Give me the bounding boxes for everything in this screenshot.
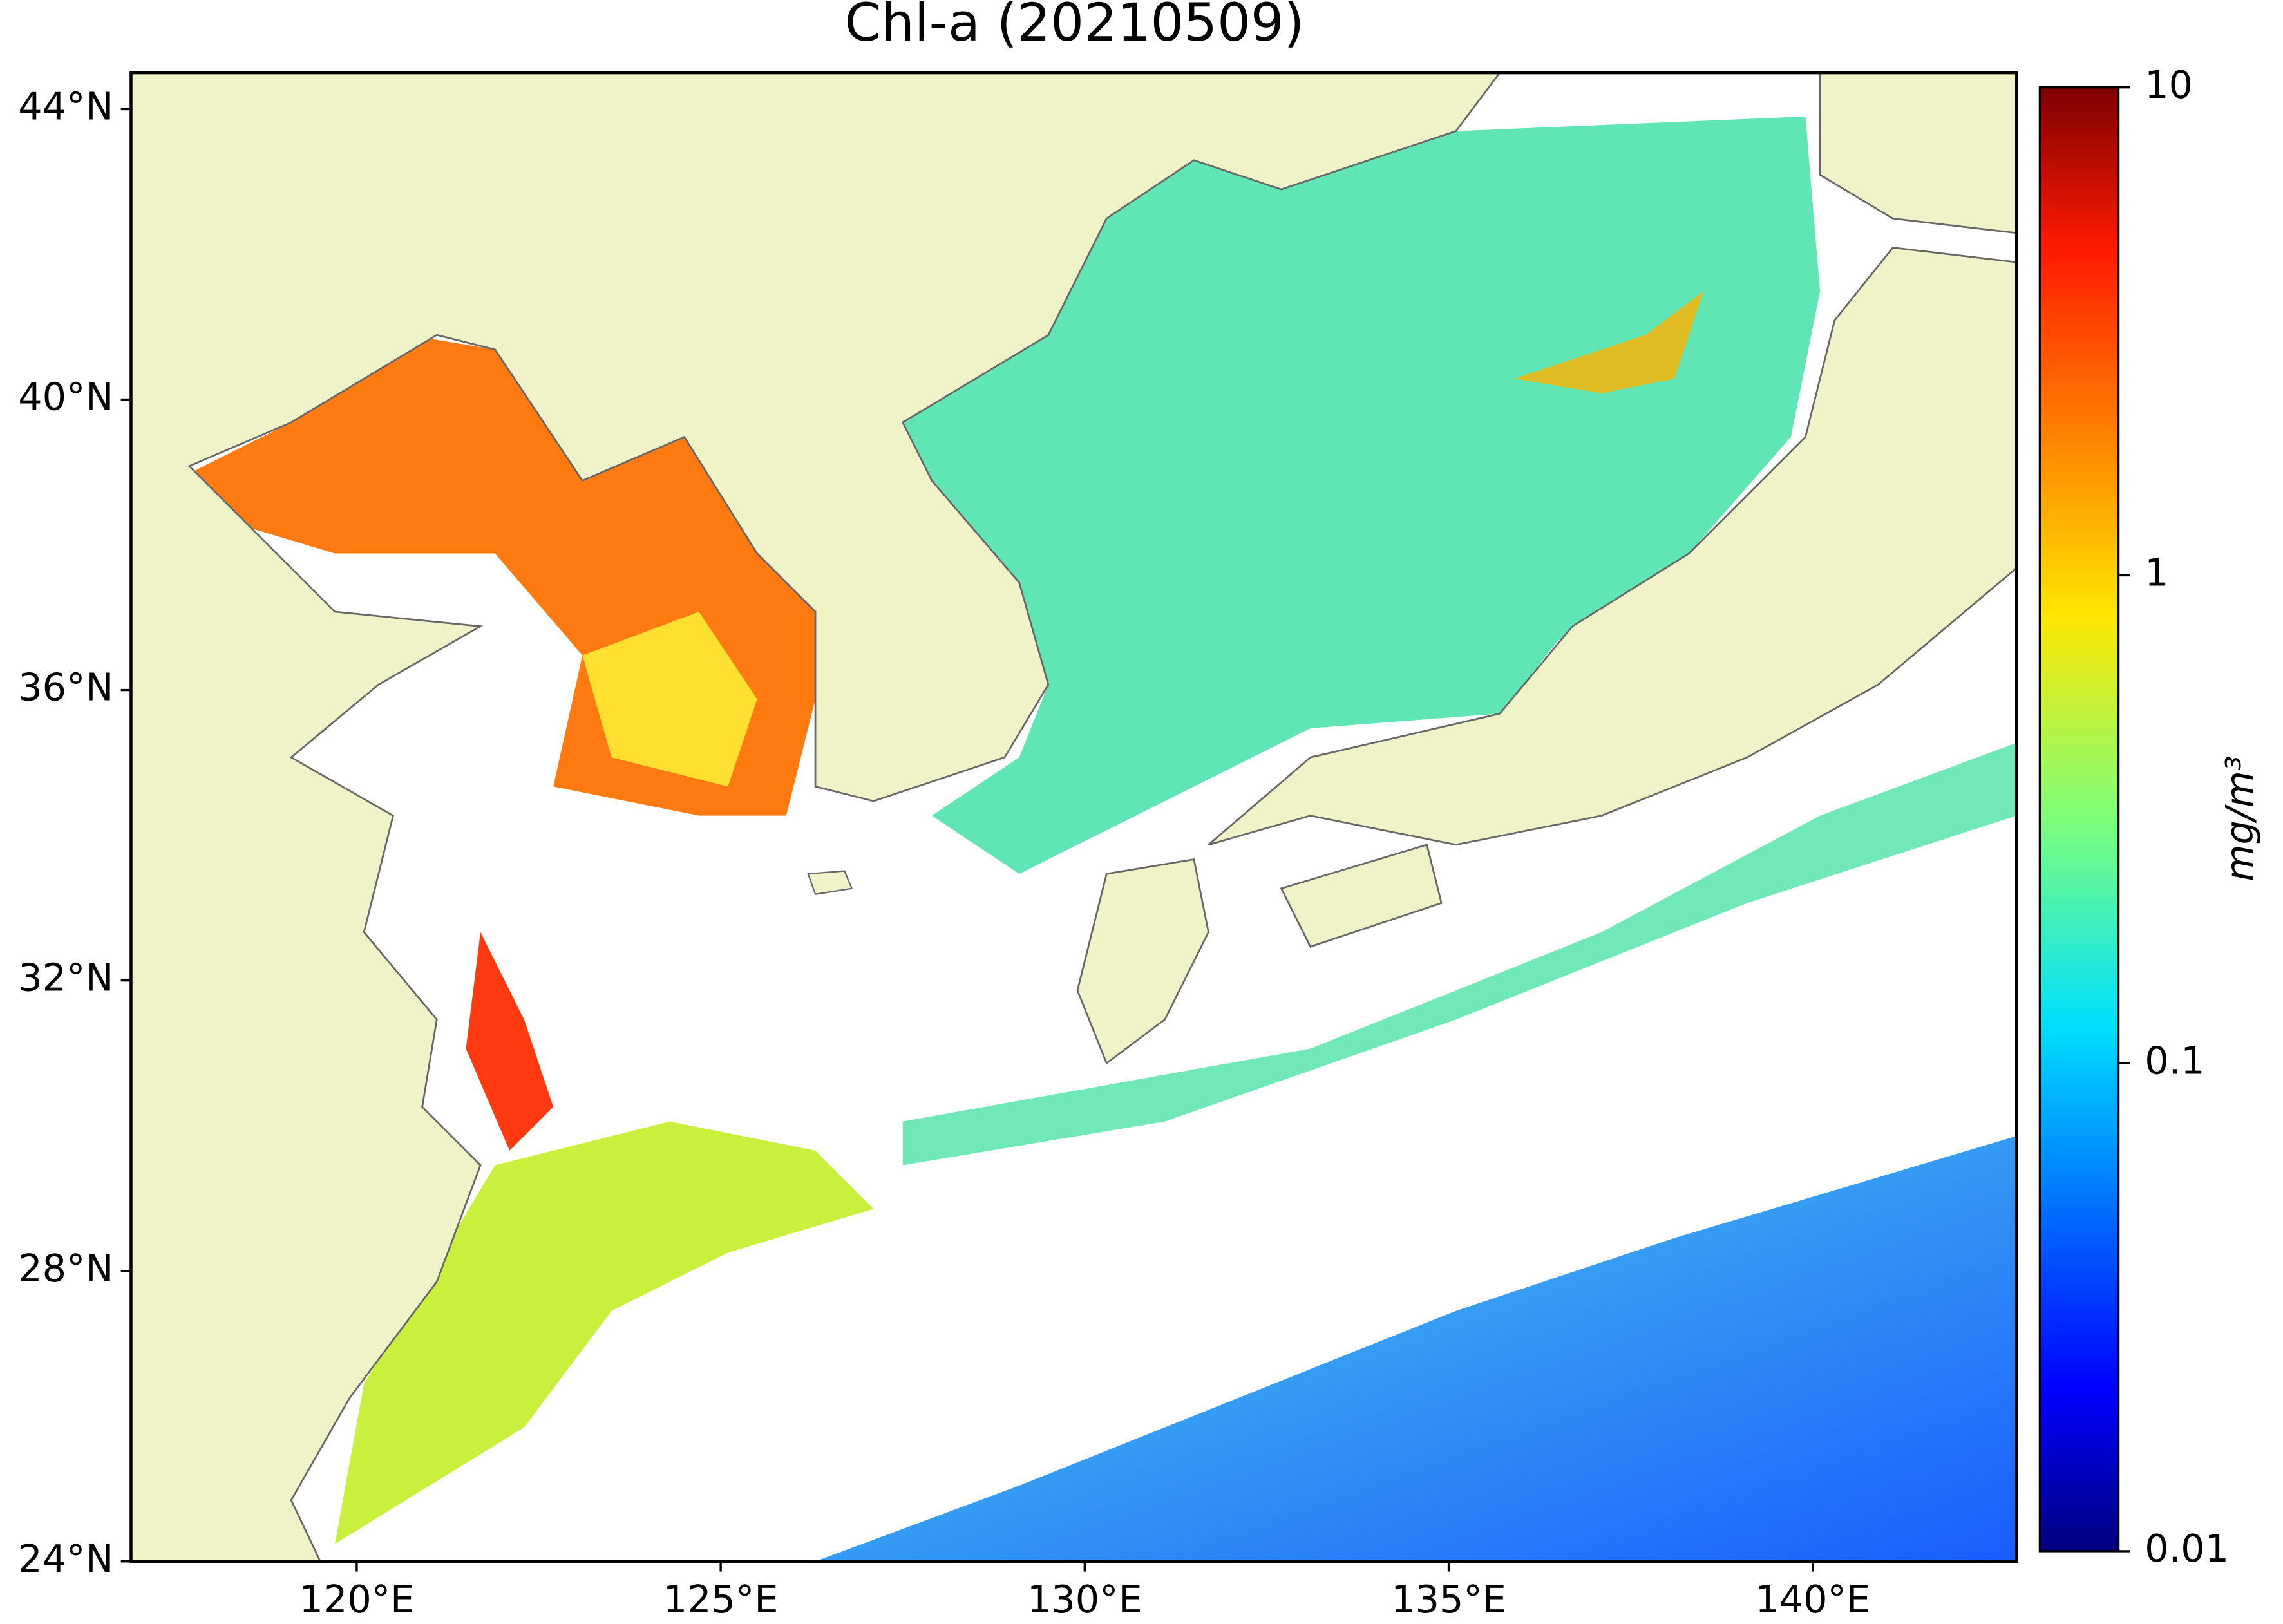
y-tick-label: 32°N [18,956,113,1000]
colorbar-tick-label: 0.1 [2145,1038,2204,1082]
colorbar-label: mg/m³ [2217,756,2262,882]
land-shikoku [1280,844,1443,948]
colorbar-tick-label: 0.01 [2145,1526,2229,1571]
chl-high-patch [1514,291,1704,393]
colorbar-tick-label: 1 [2145,551,2168,595]
x-tick-label: 135°E [1391,1577,1506,1621]
land-honshu [1208,247,2017,846]
land-jeju [807,870,853,896]
y-tick-label: 28°N [18,1246,113,1290]
japan-sea [902,116,1821,874]
coastal-high [466,932,554,1151]
y-tick-label: 36°N [18,665,113,710]
x-tick-label: 140°E [1755,1577,1870,1621]
axes: 120°E 125°E 130°E 135°E 140°E 24°N 28°N 32°N 36°… [18,62,2229,1621]
land-hokkaido [1819,73,2017,234]
map-area [131,73,2017,1562]
y-tick-label: 24°N [18,1536,113,1581]
x-tick-label: 130°E [1027,1577,1142,1621]
y-tick-label: 40°N [18,375,113,419]
x-tick-label: 120°E [299,1577,415,1621]
east-china-sea [334,1121,874,1544]
kuroshio-band [902,742,2017,1166]
colorbar [2038,86,2120,1553]
open-ocean [815,1136,2017,1562]
y-tick-label: 44°N [18,84,113,129]
yellow-sea-center [582,611,757,787]
land-asia [131,73,1501,1562]
map-title: Chl-a (20210509) [845,0,1305,53]
colorbar-tick-label: 10 [2145,62,2193,107]
map-frame [129,71,2018,1563]
land-kyushu [1076,858,1209,1065]
x-tick-label: 125°E [663,1577,779,1621]
